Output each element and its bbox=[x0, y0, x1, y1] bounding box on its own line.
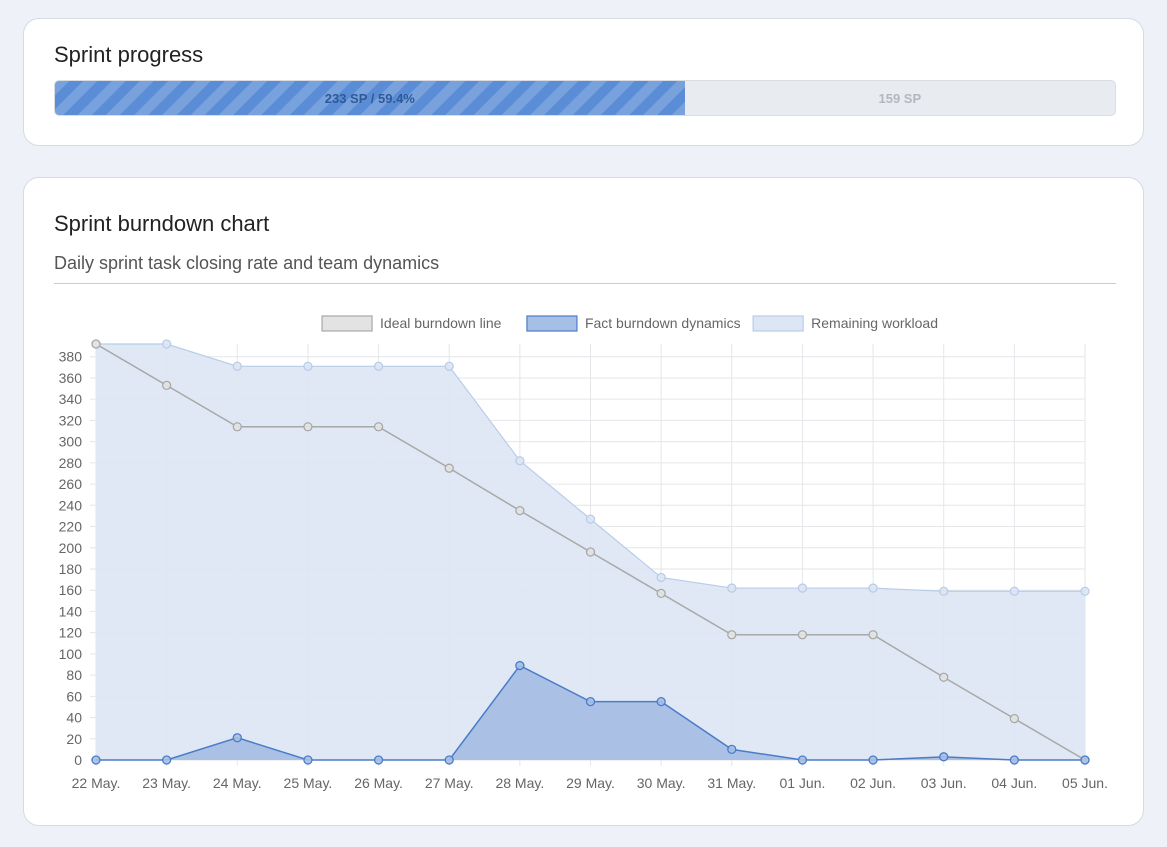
series-point bbox=[868, 630, 878, 640]
series-point bbox=[91, 755, 101, 765]
series-point bbox=[868, 755, 878, 765]
divider bbox=[54, 283, 1116, 284]
y-tick-label: 140 bbox=[59, 603, 83, 619]
chart-title: Sprint burndown chart bbox=[54, 211, 270, 236]
chart-points bbox=[91, 339, 1090, 765]
series-point bbox=[656, 572, 666, 583]
series-point bbox=[797, 583, 808, 593]
y-tick-label: 20 bbox=[66, 731, 82, 747]
y-tick-label: 0 bbox=[74, 752, 82, 768]
y-tick-label: 260 bbox=[59, 476, 83, 492]
legend-label: Ideal burndown line bbox=[380, 315, 502, 331]
series-point bbox=[585, 547, 596, 557]
series-point bbox=[515, 660, 525, 671]
x-tick-label: 30 May. bbox=[637, 775, 686, 791]
y-tick-label: 380 bbox=[59, 349, 83, 365]
y-tick-label: 200 bbox=[59, 540, 83, 556]
y-tick-label: 180 bbox=[59, 561, 83, 577]
series-point bbox=[1009, 586, 1020, 596]
sprint-progress-bar: 233 SP / 59.4% 159 SP bbox=[54, 80, 1116, 116]
series-point bbox=[1080, 586, 1090, 596]
series-point bbox=[515, 505, 525, 516]
x-tick-label: 24 May. bbox=[213, 775, 262, 791]
series-point bbox=[444, 755, 454, 765]
series-point bbox=[303, 422, 313, 432]
sprint-progress-card: Sprint progress 233 SP / 59.4% 159 SP bbox=[23, 18, 1144, 146]
series-point bbox=[373, 361, 384, 371]
series-point bbox=[232, 422, 242, 432]
legend-label: Fact burndown dynamics bbox=[585, 315, 741, 331]
x-tick-label: 05 Jun. bbox=[1062, 775, 1108, 791]
x-tick-label: 27 May. bbox=[425, 775, 474, 791]
series-point bbox=[585, 514, 596, 524]
series-point bbox=[303, 755, 313, 765]
x-tick-label: 03 Jun. bbox=[921, 775, 967, 791]
y-tick-label: 40 bbox=[66, 710, 82, 726]
x-tick-label: 26 May. bbox=[354, 775, 403, 791]
series-point bbox=[232, 361, 242, 371]
progress-remaining-segment: 159 SP bbox=[685, 81, 1115, 115]
y-tick-label: 100 bbox=[59, 646, 83, 662]
y-tick-label: 160 bbox=[59, 582, 83, 598]
x-tick-label: 22 May. bbox=[72, 775, 121, 791]
series-point bbox=[939, 672, 949, 682]
y-tick-label: 320 bbox=[59, 412, 83, 428]
y-tick-label: 360 bbox=[59, 370, 83, 386]
y-tick-label: 240 bbox=[59, 497, 83, 513]
series-point bbox=[797, 630, 808, 640]
series-point bbox=[727, 630, 737, 640]
series-area bbox=[96, 665, 1085, 760]
series-point bbox=[232, 733, 242, 743]
series-point bbox=[515, 456, 525, 466]
series-point bbox=[373, 422, 384, 432]
y-tick-label: 80 bbox=[66, 667, 82, 683]
y-tick-label: 340 bbox=[59, 391, 83, 407]
series-point bbox=[444, 361, 454, 371]
series-point bbox=[656, 696, 666, 707]
series-point bbox=[1009, 755, 1020, 765]
legend-swatch bbox=[321, 315, 373, 332]
series-point bbox=[727, 583, 737, 593]
series-point bbox=[656, 588, 666, 599]
series-point bbox=[444, 463, 454, 473]
series-point bbox=[939, 752, 949, 762]
series-point bbox=[1080, 755, 1090, 765]
x-tick-label: 01 Jun. bbox=[779, 775, 825, 791]
chart-subtitle: Daily sprint task closing rate and team … bbox=[54, 253, 440, 273]
legend-swatch bbox=[526, 315, 578, 332]
legend-label: Remaining workload bbox=[811, 315, 938, 331]
x-tick-label: 02 Jun. bbox=[850, 775, 896, 791]
series-point bbox=[727, 744, 737, 755]
series-point bbox=[797, 755, 808, 765]
series-point bbox=[161, 339, 172, 349]
progress-done-label: 233 SP / 59.4% bbox=[324, 90, 415, 106]
x-tick-label: 23 May. bbox=[142, 775, 191, 791]
series-point bbox=[868, 583, 878, 593]
progress-title: Sprint progress bbox=[54, 42, 204, 67]
y-tick-label: 280 bbox=[59, 455, 83, 471]
progress-remaining-label: 159 SP bbox=[878, 90, 922, 106]
chart-legend: Ideal burndown line Fact burndown dynamic… bbox=[321, 315, 938, 332]
y-tick-label: 120 bbox=[59, 625, 83, 641]
series-point bbox=[161, 755, 172, 765]
y-tick-label: 60 bbox=[66, 688, 82, 704]
y-tick-label: 220 bbox=[59, 519, 83, 535]
legend-swatch bbox=[752, 315, 804, 332]
series-point bbox=[91, 339, 101, 349]
x-tick-label: 28 May. bbox=[495, 775, 544, 791]
x-tick-label: 29 May. bbox=[566, 775, 615, 791]
series-point bbox=[303, 361, 313, 371]
chart-axes: 0 20 40 60 80 100 120 140 160 180 200 220 240 260 280 3… bbox=[59, 349, 1108, 791]
x-tick-label: 04 Jun. bbox=[991, 775, 1037, 791]
series-point bbox=[373, 755, 384, 765]
progress-done-segment: 233 SP / 59.4% bbox=[55, 81, 685, 115]
series-point bbox=[939, 586, 949, 596]
y-tick-label: 300 bbox=[59, 434, 83, 450]
series-point bbox=[1009, 713, 1020, 724]
series-point bbox=[161, 380, 172, 391]
x-tick-label: 31 May. bbox=[707, 775, 756, 791]
x-tick-label: 25 May. bbox=[284, 775, 333, 791]
series-point bbox=[585, 696, 596, 707]
